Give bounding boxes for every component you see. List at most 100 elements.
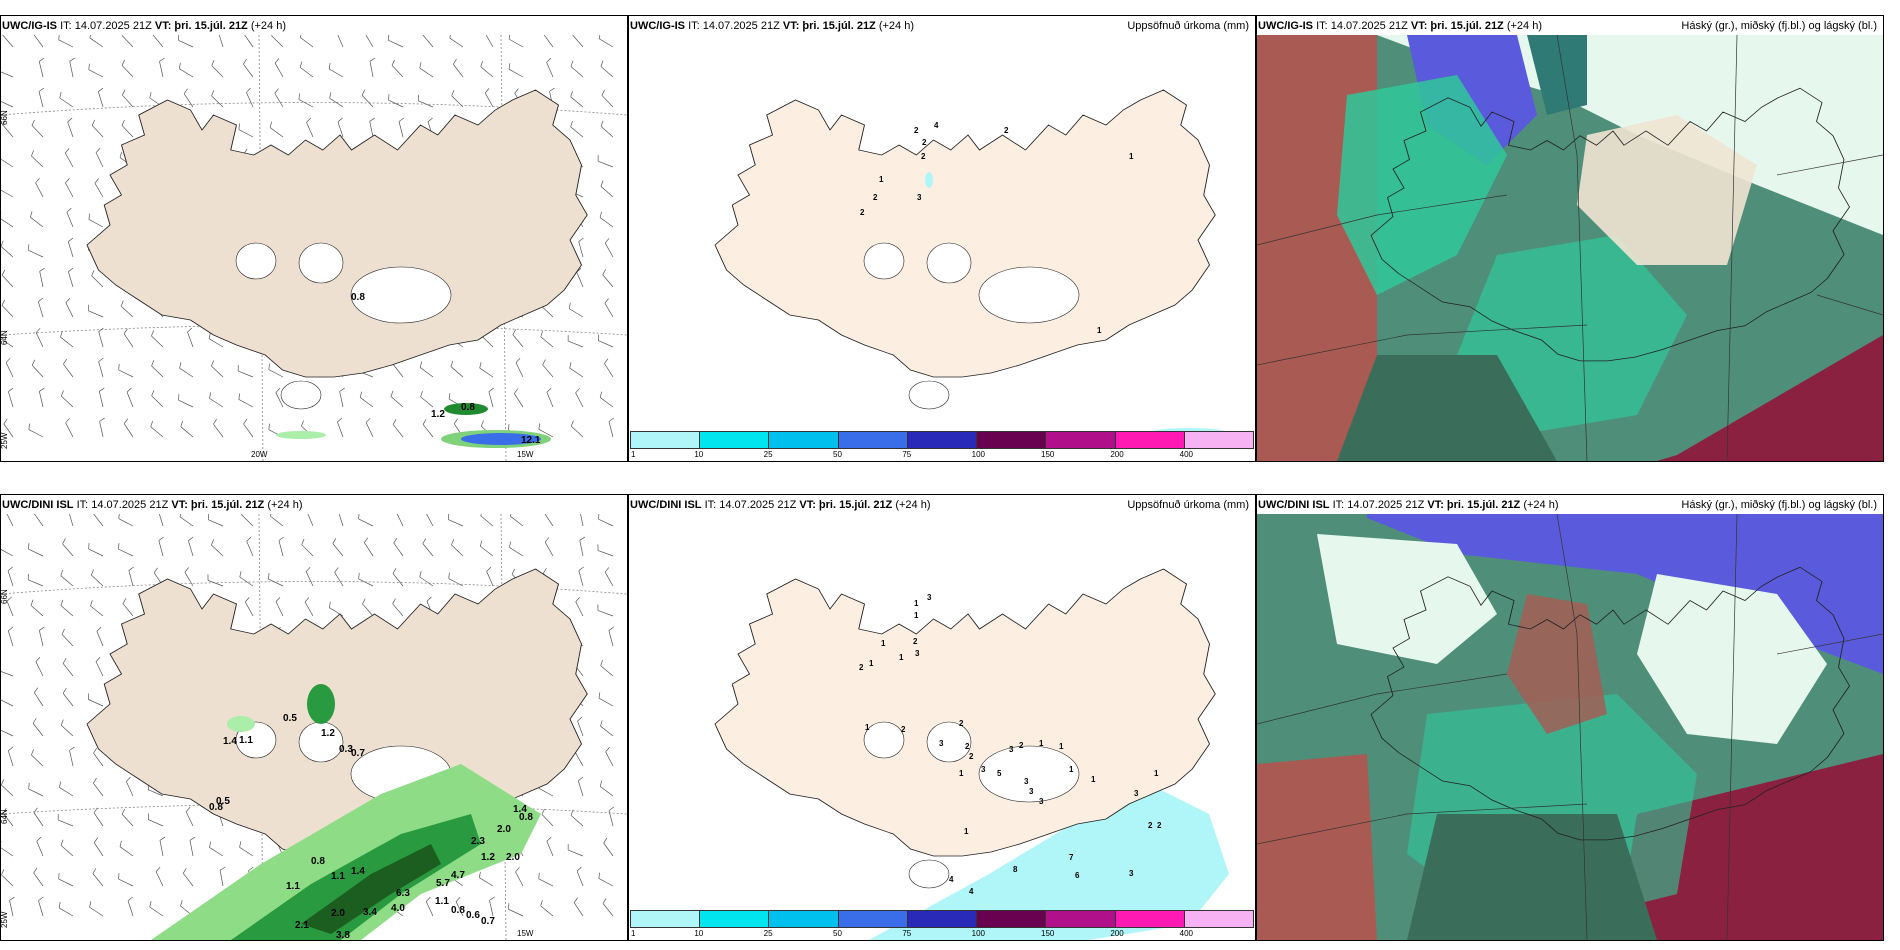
svg-text:2: 2 <box>921 152 926 161</box>
svg-text:2: 2 <box>1019 741 1024 750</box>
colorbar-segment <box>838 911 908 927</box>
svg-text:2.0: 2.0 <box>331 908 345 919</box>
svg-text:1.2: 1.2 <box>481 852 495 863</box>
svg-text:7: 7 <box>1069 853 1074 862</box>
svg-text:1: 1 <box>1097 326 1102 335</box>
svg-text:1.1: 1.1 <box>239 735 253 746</box>
svg-text:0.8: 0.8 <box>209 802 223 813</box>
svg-text:2: 2 <box>913 637 918 646</box>
svg-text:1: 1 <box>865 723 870 732</box>
colorbar-segment <box>1184 911 1253 927</box>
panel-header: UWC/IG-IS IT: 14.07.2025 21Z VT: þri. 15… <box>630 20 1249 32</box>
colorbar-segment <box>700 911 770 927</box>
svg-text:1.4: 1.4 <box>223 736 237 747</box>
colorbar-segment <box>631 432 701 448</box>
svg-text:4: 4 <box>949 875 954 884</box>
colorbar-label: 100 <box>971 929 986 938</box>
svg-text:8: 8 <box>1013 865 1018 874</box>
svg-text:1: 1 <box>1129 152 1134 161</box>
accum-precip-map: 4 2 2 2 2 1 2 3 2 1 1 6 <box>714 89 1229 439</box>
svg-text:0.7: 0.7 <box>351 748 365 759</box>
svg-text:5: 5 <box>997 769 1002 778</box>
svg-text:3.4: 3.4 <box>363 907 377 918</box>
colorbar-segment <box>631 911 701 927</box>
colorbar-label: 150 <box>1041 450 1055 459</box>
panel-wind-precip-ig: UWC/IG-IS IT: 14.07.2025 21Z VT: þri. 15… <box>0 15 628 462</box>
panel-header: UWC/IG-IS IT: 14.07.2025 21Z VT: þri. 15… <box>2 20 287 32</box>
svg-text:3: 3 <box>915 649 920 658</box>
colorbar-label: 400 <box>1179 929 1194 938</box>
svg-text:1.1: 1.1 <box>286 881 300 892</box>
svg-text:1: 1 <box>1059 742 1064 751</box>
svg-text:1: 1 <box>914 599 919 608</box>
svg-text:4.0: 4.0 <box>391 903 405 914</box>
accum-precip-map: 3 1 1 2 1 1 3 2 1 2 1 3 2 2 2 1 1 3 5 3 … <box>714 568 1229 940</box>
colorbar: 1 10 25 50 75 100 150 200 400 <box>629 910 1255 940</box>
svg-text:2: 2 <box>1157 821 1162 830</box>
colorbar-label: 50 <box>833 929 842 938</box>
svg-text:3: 3 <box>917 193 922 202</box>
colorbar-segment <box>1115 432 1185 448</box>
svg-text:6.3: 6.3 <box>396 888 410 899</box>
svg-text:4.7: 4.7 <box>451 870 465 881</box>
svg-text:3: 3 <box>1039 797 1044 806</box>
svg-text:0.5: 0.5 <box>283 713 297 724</box>
colorbar-label: 75 <box>902 450 912 459</box>
colorbar-label: 1 <box>631 929 636 938</box>
panel-header: UWC/DINI ISL IT: 14.07.2025 21Z VT: þri.… <box>2 499 303 511</box>
colorbar-label: 75 <box>902 929 912 938</box>
colorbar-label: 25 <box>763 450 773 459</box>
panel-accum-precip-dini: UWC/DINI ISL IT: 14.07.2025 21Z VT: þri.… <box>628 494 1256 941</box>
svg-text:1.4: 1.4 <box>513 804 527 815</box>
svg-text:1.2: 1.2 <box>321 728 335 739</box>
svg-text:2: 2 <box>922 138 927 147</box>
svg-text:3: 3 <box>1029 787 1034 796</box>
precip-value: 12.1 <box>521 435 541 446</box>
colorbar-label: 150 <box>1041 929 1055 938</box>
svg-text:2.3: 2.3 <box>471 836 485 847</box>
colorbar-segment <box>1184 432 1253 448</box>
panel-title: Háský (gr.), miðský (fj.bl.) og lágský (… <box>1681 20 1877 32</box>
colorbar-segment <box>907 432 978 448</box>
panel-title: Háský (gr.), miðský (fj.bl.) og lágský (… <box>1681 499 1877 511</box>
svg-text:3: 3 <box>1009 745 1014 754</box>
svg-text:1: 1 <box>1039 739 1044 748</box>
cloud-map <box>1257 514 1883 940</box>
panel-wind-precip-dini: UWC/DINI ISL IT: 14.07.2025 21Z VT: þri.… <box>0 494 628 941</box>
colorbar-segment <box>1046 432 1116 448</box>
colorbar-label: 100 <box>971 450 986 459</box>
colorbar-segment <box>769 911 839 927</box>
svg-text:2: 2 <box>914 126 919 135</box>
svg-text:0.8: 0.8 <box>451 905 465 916</box>
svg-text:3: 3 <box>981 765 986 774</box>
svg-text:5.7: 5.7 <box>436 878 450 889</box>
svg-text:1: 1 <box>881 639 886 648</box>
precip-value: 0.8 <box>351 292 365 303</box>
svg-text:0.5: 0.5 <box>216 796 230 807</box>
svg-text:2.0: 2.0 <box>506 852 520 863</box>
panel-accum-precip-ig: UWC/IG-IS IT: 14.07.2025 21Z VT: þri. 15… <box>628 15 1256 462</box>
svg-text:15W: 15W <box>517 929 534 938</box>
colorbar: 1 10 25 50 75 100 150 200 400 <box>629 431 1255 461</box>
colorbar-segment <box>907 911 978 927</box>
svg-text:2: 2 <box>965 742 970 751</box>
svg-text:1: 1 <box>1154 769 1159 778</box>
colorbar-segment <box>1046 911 1116 927</box>
cloud-map <box>1257 35 1883 461</box>
svg-text:64N: 64N <box>1 330 9 345</box>
svg-text:1: 1 <box>964 827 969 836</box>
panel-title: Uppsöfnuð úrkoma (mm) <box>1127 20 1249 32</box>
svg-text:1: 1 <box>1091 775 1096 784</box>
svg-text:2.0: 2.0 <box>497 824 511 835</box>
panel-clouds-dini: UWC/DINI ISL IT: 14.07.2025 21Z VT: þri.… <box>1256 494 1884 941</box>
colorbar-label: 400 <box>1179 450 1194 459</box>
colorbar-segment <box>977 911 1047 927</box>
svg-text:25W: 25W <box>1 911 9 928</box>
panel-clouds-ig: UWC/IG-IS IT: 14.07.2025 21Z VT: þri. 15… <box>1256 15 1884 462</box>
wind-map: 0.5 1.4 1.1 1.2 0.3 0.7 0.5 0.8 1.1 0.8 … <box>1 514 627 940</box>
colorbar-label: 25 <box>763 929 773 938</box>
panel-title: Uppsöfnuð úrkoma (mm) <box>1127 499 1249 511</box>
svg-text:0.3: 0.3 <box>339 744 353 755</box>
svg-text:15W: 15W <box>517 450 534 459</box>
svg-text:3: 3 <box>1134 789 1139 798</box>
